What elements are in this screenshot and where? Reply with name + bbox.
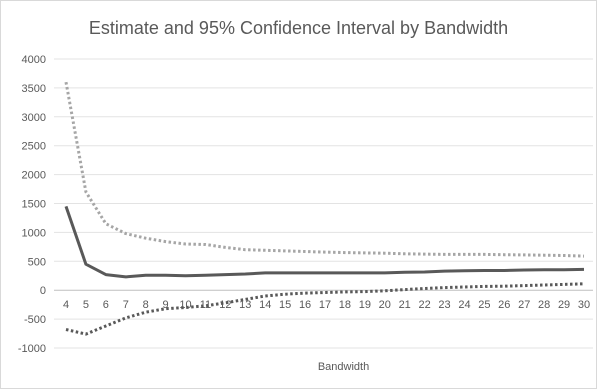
y-tick-label: 2000 — [22, 170, 46, 182]
chart-title: Estimate and 95% Confidence Interval by … — [88, 18, 509, 38]
y-tick-label: -1000 — [18, 343, 46, 355]
x-tick-label: 4 — [63, 299, 69, 311]
x-tick-label: 9 — [163, 299, 169, 311]
y-tick-label: 2500 — [22, 141, 46, 153]
upper-ci-line — [64, 81, 585, 258]
x-tick-label: 17 — [319, 299, 331, 311]
y-tick-label: 1000 — [22, 227, 46, 239]
x-tick-label: 18 — [339, 299, 351, 311]
x-tick-label: 30 — [578, 299, 590, 311]
x-tick-label: 21 — [399, 299, 411, 311]
x-tick-label: 12 — [219, 299, 231, 311]
x-tick-label: 19 — [359, 299, 371, 311]
x-tick-label: 6 — [103, 299, 109, 311]
x-tick-label: 13 — [239, 299, 251, 311]
x-tick-label: 20 — [379, 299, 391, 311]
x-tick-label: 7 — [123, 299, 129, 311]
y-tick-label: 1500 — [22, 199, 46, 211]
x-tick-label: 8 — [143, 299, 149, 311]
x-tick-label: 28 — [538, 299, 550, 311]
x-tick-label: 26 — [498, 299, 510, 311]
x-axis-label: Bandwidth — [318, 361, 369, 373]
lower-ci-line — [65, 282, 585, 336]
estimate-line — [64, 205, 585, 279]
y-tick-label: 4000 — [22, 54, 46, 66]
x-tick-label: 23 — [438, 299, 450, 311]
x-tick-label: 27 — [518, 299, 530, 311]
x-tick-label: 15 — [279, 299, 291, 311]
x-tick-label: 16 — [299, 299, 311, 311]
x-tick-label: 11 — [200, 299, 211, 311]
y-tick-label: 500 — [28, 256, 46, 268]
x-tick-label: 22 — [418, 299, 430, 311]
x-tick-label: 24 — [458, 299, 470, 311]
x-tick-label: 14 — [259, 299, 271, 311]
y-tick-label: 0 — [40, 285, 46, 297]
x-tick-label: 5 — [83, 299, 89, 311]
x-tick-label: 10 — [179, 299, 191, 311]
y-tick-label: 3000 — [22, 112, 46, 124]
y-tick-label: -500 — [24, 314, 46, 326]
x-tick-label: 25 — [478, 299, 490, 311]
x-tick-label: 29 — [558, 299, 570, 311]
y-tick-label: 3500 — [22, 83, 46, 95]
